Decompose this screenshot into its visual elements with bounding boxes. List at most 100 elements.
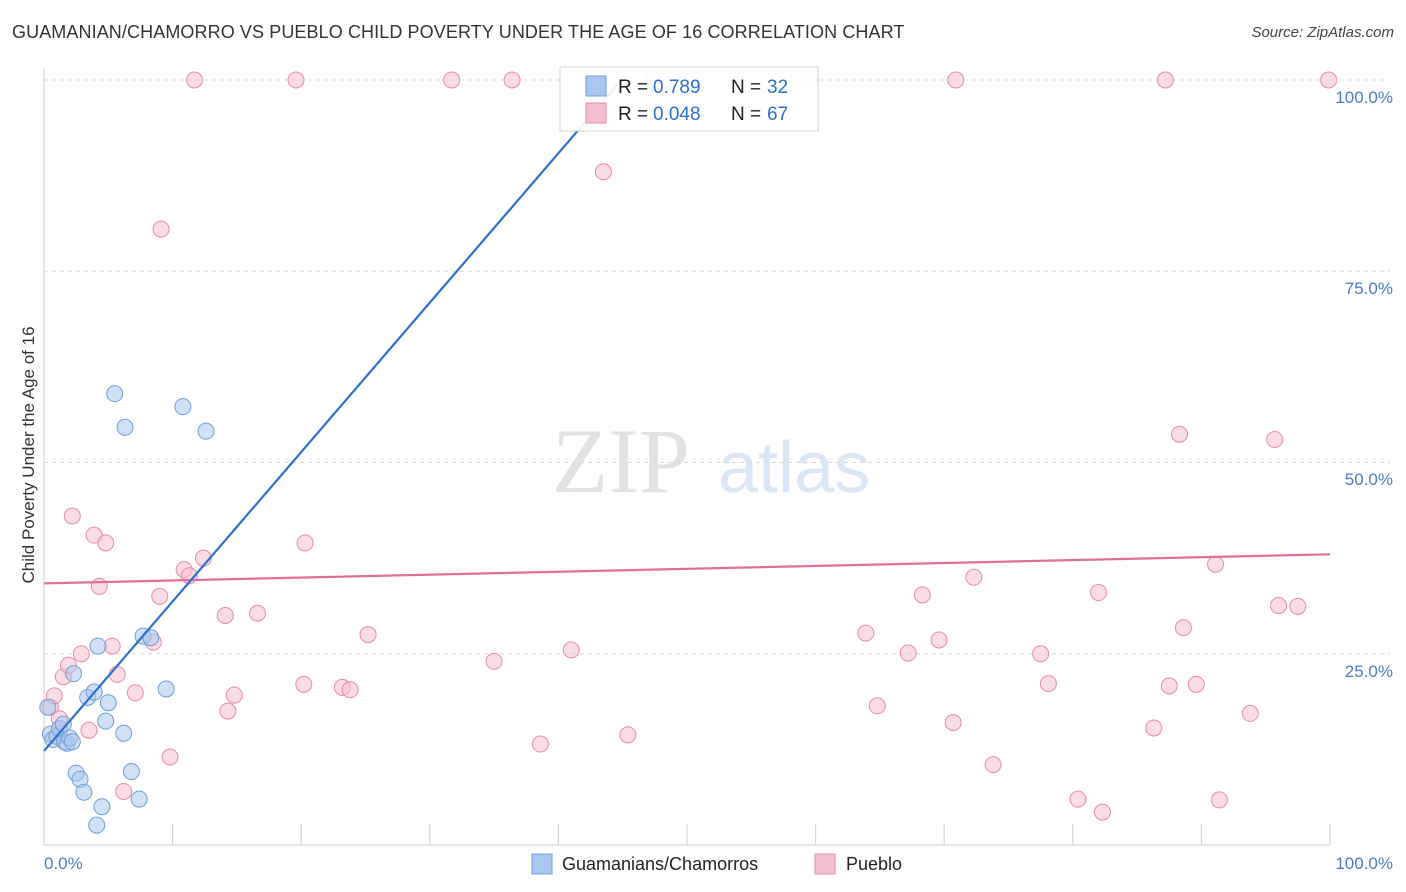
data-point [1289,597,1307,615]
data-point [443,71,461,89]
y-tick-label: 50.0% [1345,470,1393,489]
data-point [1187,675,1205,693]
source-label: Source: ZipAtlas.com [1251,24,1394,41]
watermark-atlas: atlas [718,428,870,508]
data-point [161,748,179,766]
data-point [115,782,133,800]
series-legend: Guamanians/Chamorros Pueblo [531,853,902,875]
data-point [341,681,359,699]
guamanian-trend-line [43,79,623,752]
data-point [1160,677,1178,695]
data-point [90,577,108,595]
data-point [174,398,192,416]
data-point [97,712,115,730]
data-point [115,724,133,742]
y-axis-label: Child Poverty Under the Age of 16 [19,326,38,583]
data-point [930,631,948,649]
data-point [359,626,377,644]
data-point [1174,619,1192,637]
data-point [1093,803,1111,821]
legend-swatch-pink [585,102,607,124]
data-point [503,71,521,89]
data-point [965,568,983,586]
data-point [151,587,169,605]
y-tick-labels: 25.0% 50.0% 75.0% 100.0% [1335,88,1393,681]
data-point [39,698,57,716]
data-point [72,645,90,663]
series-legend-label: Pueblo [846,854,902,874]
data-point [99,694,117,712]
x-tick-label-max: 100.0% [1335,854,1393,873]
data-point [54,715,72,733]
legend-r-label: R = [618,77,648,98]
legend-r-value: 0.048 [653,104,701,125]
data-point [65,665,83,683]
data-point [1090,584,1108,602]
data-point [197,422,215,440]
x-tick-label-min: 0.0% [44,854,83,873]
grid-lines [44,79,1390,655]
data-point [562,641,580,659]
data-point [1270,597,1288,615]
data-point [868,697,886,715]
series-legend-label: Guamanians/Chamorros [562,854,758,874]
data-point [1069,790,1087,808]
y-tick-label: 25.0% [1345,662,1393,681]
data-point [225,686,243,704]
legend-r-value: 0.789 [653,77,701,98]
data-point [857,624,875,642]
data-point [106,385,124,403]
data-point [122,763,140,781]
data-point [80,721,98,739]
data-point [216,607,234,624]
chart-title: GUAMANIAN/CHAMORRO VS PUEBLO CHILD POVER… [12,22,905,42]
data-point [126,684,144,702]
data-point [89,637,107,655]
data-point [93,798,111,816]
data-point [116,418,134,436]
series-legend-swatch-pink [814,853,836,875]
x-axis-ticks [43,824,1331,845]
data-point [219,702,237,720]
data-point [984,756,1002,774]
data-point [88,816,106,834]
data-point [295,675,313,693]
data-point [152,220,170,238]
data-point [485,652,503,670]
data-point [63,507,81,525]
data-point [1241,704,1259,722]
stats-legend: R = 0.789 N = 32 R = 0.048 N = 67 [559,66,819,132]
legend-swatch-blue [585,75,607,97]
data-point [103,637,121,655]
data-point [1145,719,1163,737]
y-tick-label: 75.0% [1345,279,1393,298]
legend-n-value: 32 [767,77,788,98]
data-point [913,586,931,604]
data-point [157,680,175,698]
data-point [75,783,93,801]
legend-n-label: N = [731,104,761,125]
legend-n-value: 67 [767,104,788,125]
data-point [899,644,917,662]
data-point [248,604,266,622]
data-point [947,71,965,89]
data-point [185,71,203,89]
data-point [130,790,148,808]
series-legend-swatch-blue [531,853,553,875]
data-point [108,665,126,683]
y-tick-label: 100.0% [1335,88,1393,107]
data-point [594,163,612,181]
data-point [1156,71,1174,89]
data-point [1266,431,1284,449]
data-point [1171,425,1189,443]
data-point [63,733,81,751]
data-point [1210,791,1228,809]
data-point [97,534,115,552]
data-point [296,534,314,552]
pueblo-trend-line [43,553,1331,585]
data-point [1207,555,1225,573]
watermark-zip: ZIP [552,410,690,512]
data-point [944,714,962,732]
data-point [1039,675,1057,693]
